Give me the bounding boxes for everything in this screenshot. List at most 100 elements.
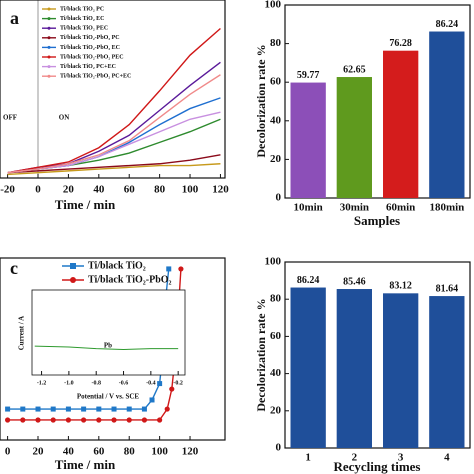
- series-line: [7, 74, 221, 174]
- x-tick-label: 20: [33, 446, 45, 458]
- x-tick-label: -0.8: [91, 380, 101, 386]
- marker: [166, 266, 172, 272]
- marker: [20, 417, 26, 423]
- value-label: 81.64: [436, 283, 459, 294]
- legend-marker: [47, 7, 51, 11]
- x-tick-label: -1.2: [37, 380, 47, 386]
- legend-marker: [47, 65, 51, 69]
- x-tick-label: 30min: [340, 202, 369, 214]
- x-tick-label: -0.6: [119, 380, 129, 386]
- marker: [157, 381, 163, 387]
- marker: [157, 417, 163, 423]
- legend-marker: [70, 263, 76, 269]
- legend-marker: [47, 74, 51, 78]
- y-tick-label: 100: [265, 0, 282, 11]
- marker: [81, 406, 87, 412]
- legend-label: Ti/black TiO₂: [88, 260, 146, 271]
- marker: [81, 417, 87, 423]
- value-label: 76.28: [389, 38, 412, 49]
- marker: [111, 417, 117, 423]
- series-line: [7, 154, 221, 174]
- annotation: ON: [59, 114, 70, 122]
- bar-shine: [383, 293, 419, 448]
- marker: [111, 406, 117, 412]
- marker: [50, 406, 56, 412]
- marker: [35, 417, 41, 423]
- y-tick-label: 40: [270, 367, 282, 379]
- marker: [149, 397, 155, 403]
- series-line: [7, 111, 221, 174]
- x-tick-label: 60min: [386, 202, 415, 214]
- x-axis-label: Samples: [354, 213, 400, 228]
- y-tick-label: 60: [270, 76, 282, 88]
- x-tick-label: 180min: [429, 202, 464, 214]
- panel-label: c: [10, 258, 18, 278]
- marker: [5, 417, 11, 423]
- x-tick-label: 0: [35, 184, 41, 196]
- series-line: [7, 163, 221, 176]
- marker: [164, 406, 170, 412]
- legend-marker: [47, 26, 51, 30]
- bar-shine: [290, 287, 326, 448]
- y-tick-label: 100: [265, 256, 282, 268]
- value-label: 86.24: [297, 275, 320, 286]
- x-tick-label: 80: [154, 184, 166, 196]
- marker: [20, 406, 26, 412]
- y-axis-label: Current / A: [18, 316, 26, 350]
- x-tick-label: 4: [444, 452, 450, 464]
- legend-marker: [47, 17, 51, 21]
- legend-label: Ti/black TiO₂-PbO₂ PEC: [60, 54, 124, 60]
- y-tick-label: 0: [276, 442, 282, 454]
- x-axis-label: Recycling times: [333, 459, 420, 474]
- marker: [35, 406, 41, 412]
- y-tick-label: 40: [270, 114, 282, 126]
- x-tick-label: 80: [124, 446, 136, 458]
- x-tick-label: -0.2: [173, 380, 183, 386]
- y-axis-label: Decolorization rate %: [254, 298, 268, 411]
- x-axis-label: Time / min: [55, 457, 116, 472]
- x-tick-label: 40: [63, 446, 75, 458]
- annotation: OFF: [3, 114, 17, 122]
- legend-marker: [47, 36, 51, 40]
- series-line: [7, 118, 221, 174]
- legend-label: Ti/black TiO₂-PbO₂ PC: [60, 35, 120, 41]
- x-tick-label: 100: [182, 184, 199, 196]
- bar-shine: [429, 296, 465, 448]
- y-tick-label: 60: [270, 330, 282, 342]
- legend-marker: [70, 277, 76, 283]
- plot-frame: [0, 0, 226, 179]
- marker: [96, 417, 102, 423]
- marker: [141, 406, 147, 412]
- legend-label: Ti/black TiO₂ PC+EC: [60, 64, 116, 70]
- value-label: 59.77: [297, 70, 320, 81]
- panel-label: a: [10, 8, 19, 28]
- x-tick-label: 60: [93, 446, 105, 458]
- legend-marker: [47, 55, 51, 59]
- legend-label: Ti/black TiO₂ PEC: [60, 26, 108, 32]
- marker: [96, 406, 102, 412]
- y-axis-label: Decolorization rate %: [254, 44, 268, 157]
- bar-shine: [336, 289, 372, 448]
- x-tick-label: 0: [5, 446, 11, 458]
- x-tick-label: 10min: [293, 202, 322, 214]
- x-axis-label: Time / min: [55, 197, 116, 212]
- y-tick-label: 20: [270, 404, 282, 416]
- marker: [50, 417, 56, 423]
- marker: [126, 417, 132, 423]
- bar-shine: [383, 50, 419, 198]
- x-axis-label: Potential / V vs. SCE: [77, 393, 139, 401]
- plot-frame: [0, 257, 226, 441]
- marker: [5, 406, 11, 412]
- legend-marker: [47, 45, 51, 49]
- marker: [141, 417, 148, 423]
- marker: [65, 417, 72, 423]
- inset-frame: [31, 289, 186, 376]
- legend-label: Ti/black TiO₂-PbO₂ EC: [60, 45, 120, 51]
- x-tick-label: 20: [63, 184, 75, 196]
- x-tick-label: 3: [398, 452, 404, 464]
- series-line: [34, 345, 179, 351]
- series-line: [7, 97, 221, 174]
- marker: [126, 406, 132, 412]
- value-label: 86.24: [436, 19, 459, 30]
